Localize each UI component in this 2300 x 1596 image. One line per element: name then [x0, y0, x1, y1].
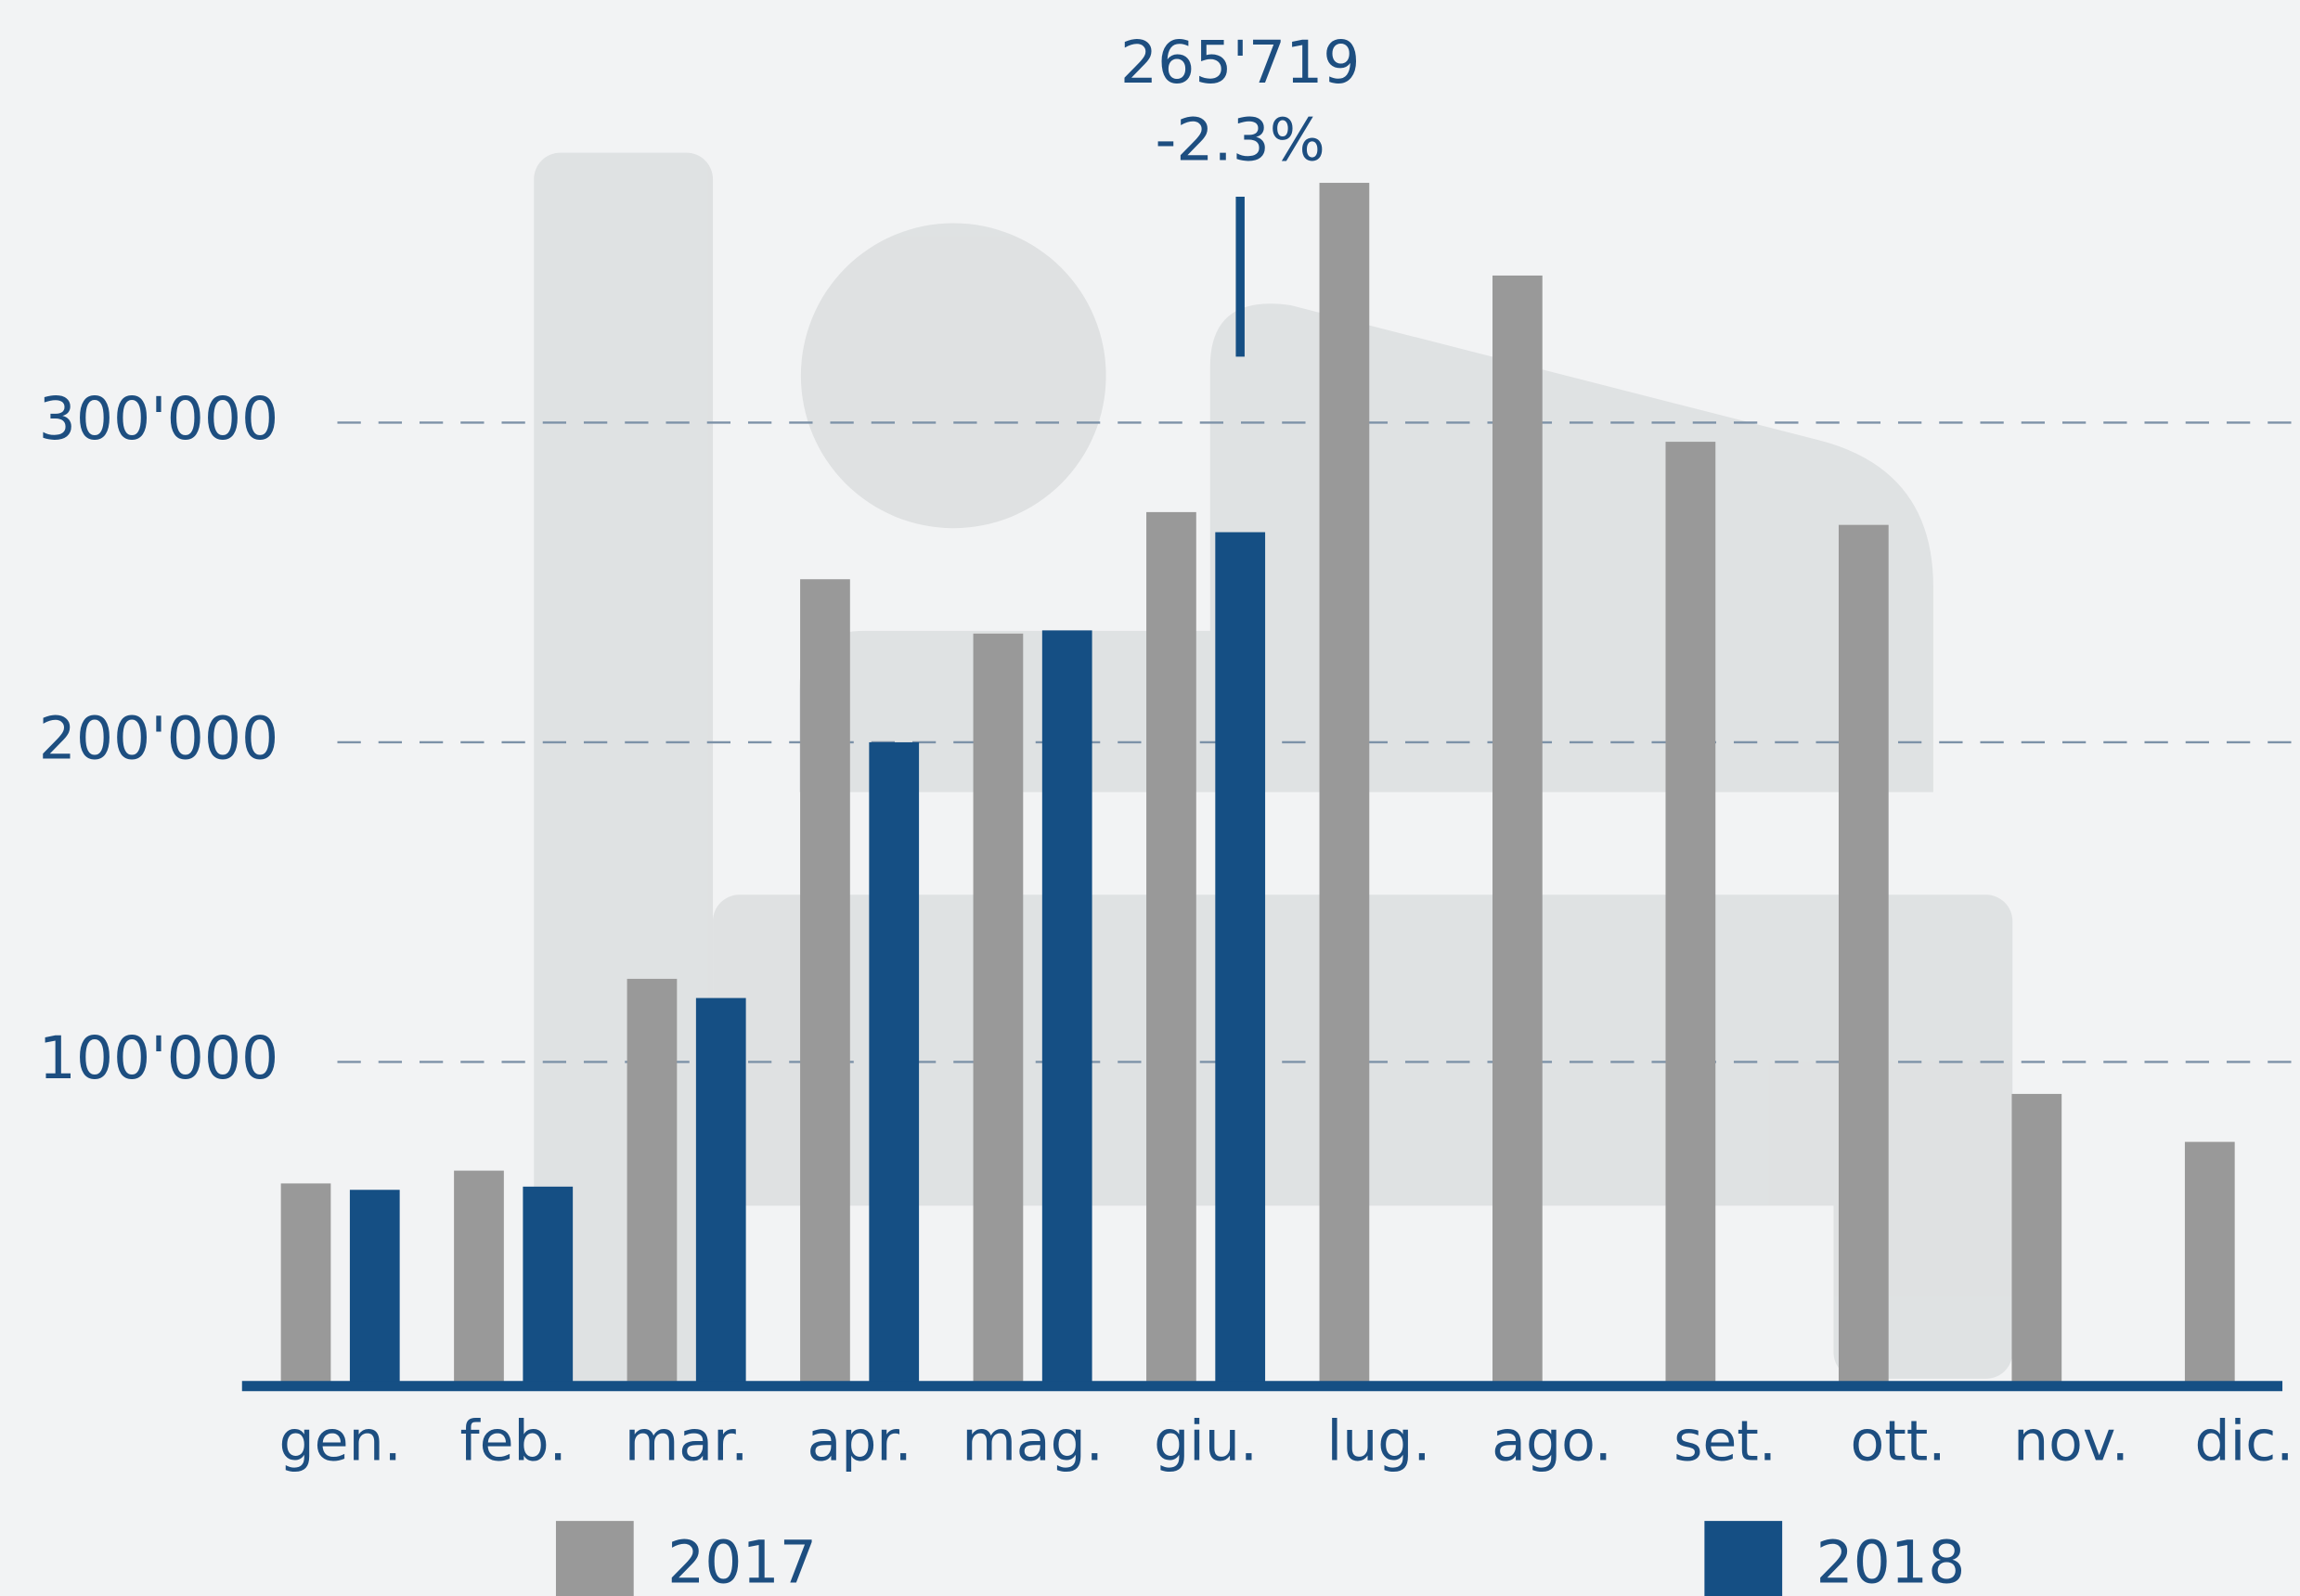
legend-label: 2017: [667, 1528, 817, 1596]
bar: [1146, 512, 1196, 1382]
bar: [1320, 183, 1370, 1382]
legend-swatch: [1704, 1521, 1782, 1596]
x-tick-label: dic.: [2194, 1409, 2294, 1474]
x-tick-label: mar.: [625, 1409, 749, 1474]
bar: [2011, 1094, 2061, 1382]
bar: [281, 1183, 331, 1382]
background-illustration: [534, 153, 2012, 1385]
bar: [1665, 442, 1715, 1382]
page: {"chart_data": { "type": "bar", "categor…: [0, 0, 2300, 1596]
legend-label: 2018: [1815, 1528, 1965, 1596]
bar: [627, 979, 678, 1382]
bar: [1492, 276, 1543, 1382]
x-tick-label: set.: [1673, 1409, 1777, 1474]
x-tick-label: lug.: [1327, 1409, 1431, 1474]
annotation: -2.3%: [1155, 106, 1324, 174]
x-tick-label: mag.: [962, 1409, 1104, 1474]
x-tick-label: apr.: [807, 1409, 911, 1474]
bar: [696, 998, 746, 1382]
x-tick-label: nov.: [2013, 1409, 2129, 1474]
bar: [1215, 533, 1265, 1382]
y-tick-label: 100'000: [39, 1023, 279, 1092]
bar: [1839, 525, 1889, 1382]
bar: [523, 1187, 573, 1382]
chart: 100'000 200'000 300'000 gen. feb. mar. apr. mag…: [0, 0, 2300, 1596]
bar: [800, 579, 850, 1382]
bar: [350, 1190, 400, 1382]
x-tick-label: gen.: [279, 1409, 402, 1474]
x-tick-label: ago.: [1492, 1409, 1612, 1474]
x-tick-label: feb.: [459, 1409, 566, 1474]
bar: [869, 742, 919, 1382]
bar: [974, 634, 1024, 1382]
x-tick-label: ott.: [1851, 1409, 1946, 1474]
value-label: 265'719: [1120, 28, 1361, 97]
bar: [454, 1171, 504, 1382]
y-tick-label: 200'000: [39, 704, 279, 773]
bar: [1042, 630, 1092, 1382]
legend-swatch: [556, 1521, 634, 1596]
bar: [2185, 1142, 2235, 1382]
x-tick-label: giu.: [1154, 1409, 1258, 1474]
y-tick-label: 300'000: [39, 384, 279, 453]
